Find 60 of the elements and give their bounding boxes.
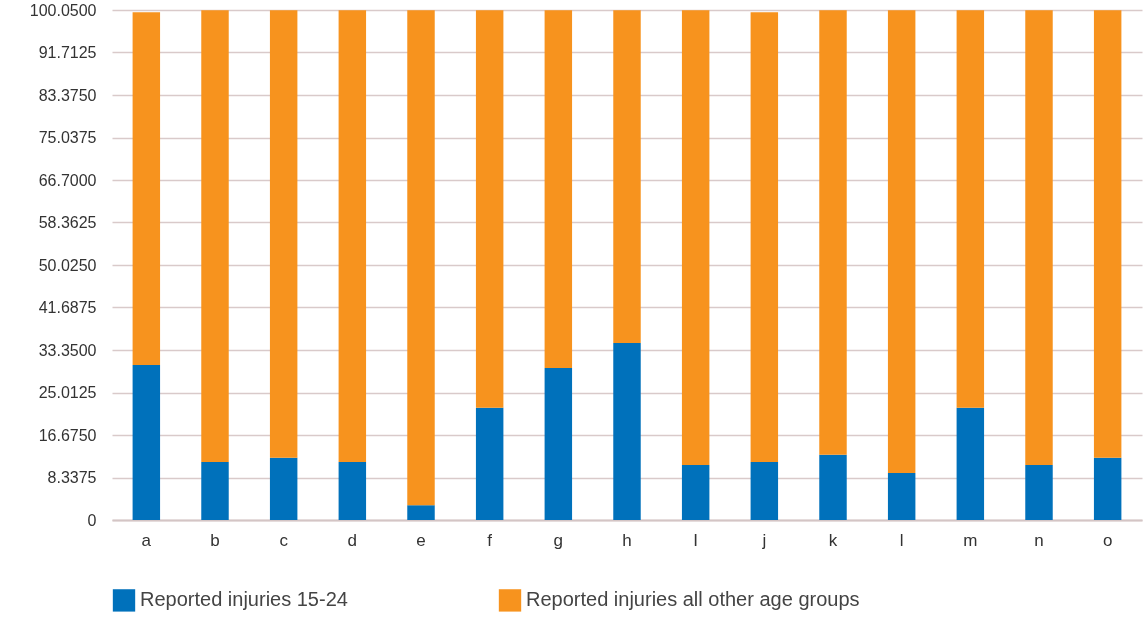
- bar: [132, 12, 161, 366]
- x-tick-label: n: [1034, 530, 1044, 550]
- y-tick-label: 75.0375: [38, 129, 97, 146]
- bar: [819, 454, 847, 520]
- x-tick-label: m: [963, 530, 978, 550]
- bar: [1093, 10, 1122, 458]
- bar: [475, 407, 504, 520]
- x-tick-label: f: [487, 530, 493, 550]
- bar: [132, 365, 161, 520]
- bar: [681, 10, 710, 465]
- y-tick-label: 41.6875: [38, 299, 97, 316]
- bar: [956, 10, 985, 408]
- x-tick-label: d: [347, 530, 358, 550]
- x-tick-label: h: [622, 530, 632, 550]
- x-tick-label: l: [899, 530, 904, 550]
- y-tick-label: 0: [87, 511, 97, 529]
- y-tick-label: 50.0250: [38, 256, 97, 274]
- bar: [956, 407, 985, 520]
- x-tick-label: b: [210, 530, 220, 550]
- bar: [407, 505, 435, 520]
- bar: [750, 461, 779, 520]
- y-tick-label: 91.7125: [38, 44, 97, 61]
- bar: [1025, 464, 1053, 520]
- bar: [887, 473, 916, 520]
- bar: [338, 10, 367, 462]
- y-tick-label: 33.3500: [38, 341, 97, 359]
- bar: [887, 10, 916, 474]
- y-tick-label: 100.0500: [29, 1, 97, 19]
- bar: [1025, 10, 1053, 465]
- bar: [681, 464, 710, 520]
- bar: [544, 368, 573, 520]
- legend-label: Reported injuries all other age groups: [526, 588, 860, 611]
- bar: [819, 10, 847, 455]
- bar: [269, 10, 298, 458]
- x-tick-label: g: [553, 530, 564, 550]
- bar: [201, 461, 229, 520]
- y-tick-label: 16.6750: [38, 426, 97, 444]
- bar: [475, 10, 504, 408]
- bar: [544, 10, 573, 369]
- y-tick-label: 8.3375: [47, 469, 97, 486]
- bar: [613, 10, 641, 344]
- y-tick-label: 58.3625: [38, 214, 97, 231]
- y-tick-label: 66.7000: [38, 171, 97, 189]
- y-tick-label: 25.0125: [38, 384, 97, 401]
- x-tick-label: e: [416, 530, 426, 550]
- bar: [338, 461, 367, 520]
- bar: [1093, 457, 1122, 520]
- x-tick-label: c: [279, 530, 289, 550]
- bar: [269, 457, 298, 520]
- y-tick-label: 83.3750: [38, 86, 97, 104]
- x-tick-label: j: [761, 530, 767, 550]
- bar: [407, 10, 435, 506]
- bar: [613, 343, 641, 520]
- bar: [750, 12, 779, 462]
- x-tick-label: a: [141, 530, 152, 550]
- legend-label: Reported injuries 15-24: [140, 588, 348, 611]
- bar: [201, 10, 229, 462]
- x-tick-label: I: [693, 530, 699, 550]
- x-tick-label: k: [828, 530, 838, 550]
- x-tick-label: o: [1102, 530, 1113, 550]
